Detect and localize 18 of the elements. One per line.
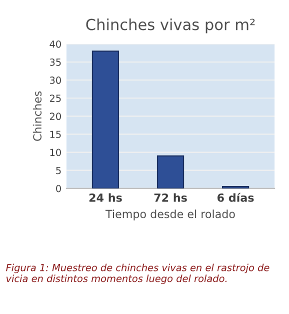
x-tick-label: 24 hs xyxy=(89,193,122,202)
x-tick-label: 72 hs xyxy=(154,193,187,202)
y-tick-label: 20 xyxy=(50,112,61,120)
chart-title: Chinches vivas por m² xyxy=(86,18,255,34)
y-tick-label: 40 xyxy=(50,40,61,48)
y-tick-label: 15 xyxy=(50,130,61,138)
x-tick-label: 6 días xyxy=(217,192,254,202)
y-tick-label: 0 xyxy=(56,184,61,192)
y-tick-label: 30 xyxy=(50,76,61,84)
text: Figura 1: Muestreo de chinches vivas en el rastrojo de vicia en distintos momentos luego del rolado. xyxy=(6,264,270,284)
bar xyxy=(156,155,184,188)
y-tick-label: 35 xyxy=(50,58,61,66)
y-axis-title: Chinches xyxy=(32,91,42,141)
y-tick-label: 10 xyxy=(50,148,61,156)
bar xyxy=(92,50,120,188)
y-tick-label: 25 xyxy=(50,94,61,102)
y-tick-label: 5 xyxy=(56,166,61,174)
x-axis-title: Tiempo desde el rolado xyxy=(105,210,235,220)
